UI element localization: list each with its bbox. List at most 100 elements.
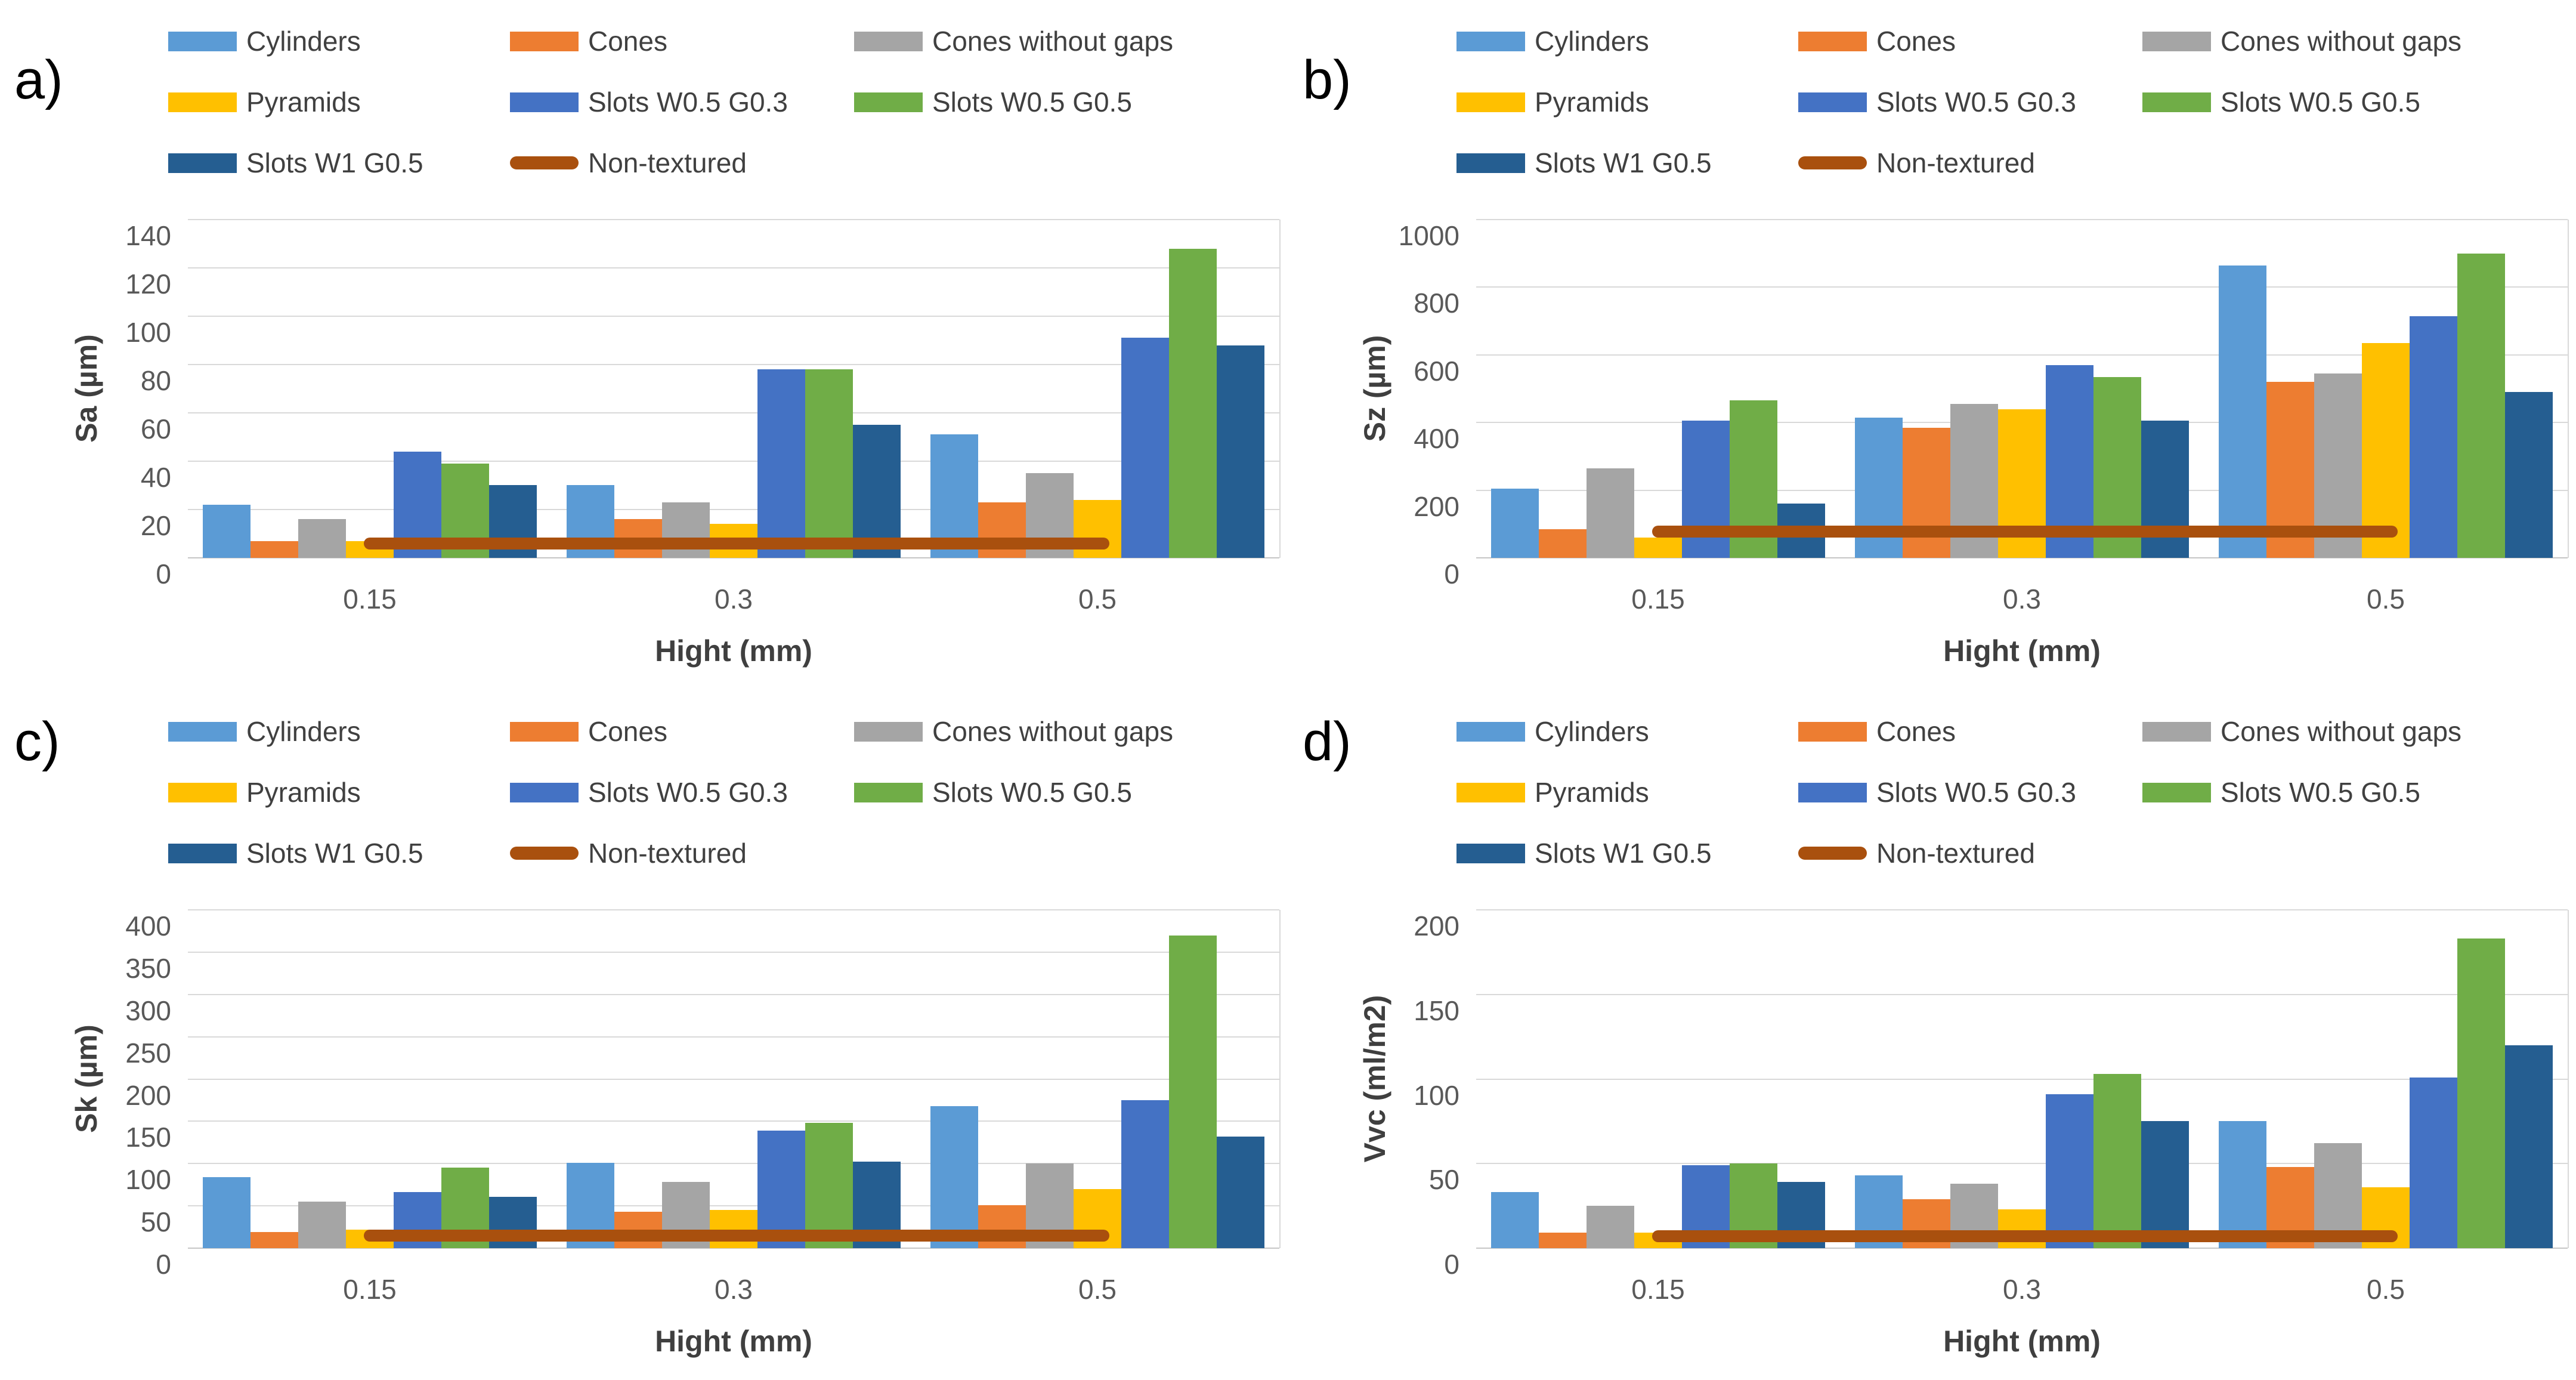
legend-item-non-textured: Non-textured — [1798, 147, 2142, 179]
legend-swatch-pyramids — [1456, 92, 1525, 112]
legend-swatch-cylinders — [1456, 31, 1525, 51]
legend-label-cones-without-gaps: Cones without gaps — [2221, 716, 2462, 747]
legend-label-slots-w0-5-g0-3: Slots W0.5 G0.3 — [588, 777, 788, 808]
chart-c: 0 50 100 150 200 250 300 350 400 0.15 0.3 0.5 — [125, 909, 1281, 1305]
x-tick-label-0.5: 0.5 — [2367, 1274, 2405, 1305]
x-tick-label-0.3: 0.3 — [715, 1274, 753, 1305]
gridline-150 — [188, 1120, 1279, 1122]
bar-pyramids-0.5 — [2362, 343, 2410, 558]
legend-swatch-cylinders — [168, 721, 237, 742]
legend-item-cones-without-gaps: Cones without gaps — [2142, 25, 2536, 57]
bar-cylinders-0.5 — [2219, 1121, 2266, 1248]
legend-label-slots-w0-5-g0-5: Slots W0.5 G0.5 — [932, 87, 1132, 118]
gridline-150 — [1476, 993, 2568, 995]
bar-cones-0.15 — [251, 1232, 298, 1248]
legend-label-slots-w0-5-g0-3: Slots W0.5 G0.3 — [1876, 87, 2076, 118]
bar-cylinders-0.5 — [930, 1106, 978, 1248]
legend-label-slots-w0-5-g0-3: Slots W0.5 G0.3 — [588, 87, 788, 118]
bar-cones-without-gaps-0.3 — [662, 502, 710, 558]
bar-slots-w0-5-g0-5-0.5 — [1169, 936, 1217, 1248]
bar-pyramids-0.3 — [1998, 1209, 2046, 1248]
panel-label-c: c) — [14, 711, 60, 772]
gridline-80 — [188, 364, 1279, 365]
y-axis-title-a: Sa (µm) — [70, 334, 103, 443]
legend-item-cylinders: Cylinders — [1456, 715, 1798, 748]
legend-swatch-cones-without-gaps — [2142, 721, 2211, 742]
legend-item-cones-without-gaps: Cones without gaps — [854, 715, 1248, 748]
legend-swatch-slots-w0-5-g0-3 — [1798, 782, 1867, 802]
gridline-100 — [188, 1163, 1279, 1165]
legend-b: Cylinders Cones Cones without gaps Pyramids… — [1456, 11, 2536, 193]
legend-swatch-cylinders — [1456, 721, 1525, 742]
legend-swatch-cones — [510, 31, 579, 51]
bar-cylinders-0.5 — [930, 434, 978, 558]
legend-swatch-pyramids — [168, 782, 237, 802]
legend-label-cylinders: Cylinders — [246, 716, 361, 747]
gridline-1000 — [1476, 219, 2568, 220]
legend-swatch-cylinders — [168, 31, 237, 51]
legend-line-swatch-non-textured — [1798, 156, 1867, 169]
x-tick-label-0.15: 0.15 — [343, 584, 397, 615]
x-axis-title-b: Hight (mm) — [1943, 634, 2101, 668]
legend-swatch-slots-w0-5-g0-5 — [854, 92, 923, 112]
gridline-50 — [1476, 1163, 2568, 1165]
legend-label-slots-w0-5-g0-5: Slots W0.5 G0.5 — [2221, 87, 2420, 118]
legend-d: Cylinders Cones Cones without gaps Pyramids… — [1456, 701, 2536, 884]
bar-cones-without-gaps-0.15 — [298, 1202, 346, 1248]
x-tick-label-0.15: 0.15 — [343, 1274, 397, 1305]
legend-swatch-slots-w0-5-g0-5 — [854, 782, 923, 802]
gridline-140 — [188, 219, 1279, 220]
x-tick-label-0.5: 0.5 — [1078, 1274, 1117, 1305]
bar-slots-w0-5-g0-3-0.5 — [1121, 338, 1169, 558]
legend-swatch-pyramids — [168, 92, 237, 112]
legend-label-slots-w0-5-g0-5: Slots W0.5 G0.5 — [2221, 777, 2420, 808]
legend-label-pyramids: Pyramids — [246, 87, 361, 118]
legend-item-cylinders: Cylinders — [168, 715, 510, 748]
bar-slots-w1-g0-5-0.5 — [2505, 1045, 2553, 1248]
legend-label-cones-without-gaps: Cones without gaps — [932, 716, 1174, 747]
chart-b: 0 200 400 600 800 1000 0.15 0.3 0.5 — [1399, 219, 2569, 615]
legend-item-slots-w0-5-g0-5: Slots W0.5 G0.5 — [2142, 776, 2536, 808]
legend-item-pyramids: Pyramids — [168, 86, 510, 118]
legend-swatch-slots-w0-5-g0-5 — [2142, 782, 2211, 802]
legend-swatch-cones-without-gaps — [854, 721, 923, 742]
bar-cones-without-gaps-0.15 — [298, 519, 346, 558]
legend-label-pyramids: Pyramids — [246, 777, 361, 808]
legend-swatch-cones-without-gaps — [2142, 31, 2211, 51]
legend-item-slots-w0-5-g0-3: Slots W0.5 G0.3 — [510, 776, 854, 808]
bar-cones-0.5 — [978, 1205, 1026, 1248]
legend-label-cones: Cones — [1876, 26, 1956, 57]
bar-cones-0.5 — [978, 502, 1026, 558]
legend-label-non-textured: Non-textured — [588, 147, 747, 178]
gridline-200 — [1476, 909, 2568, 910]
gridline-200 — [188, 1078, 1279, 1080]
legend-swatch-slots-w0-5-g0-3 — [1798, 92, 1867, 112]
bar-slots-w0-5-g0-3-0.5 — [2410, 1078, 2457, 1248]
bar-slots-w1-g0-5-0.5 — [1217, 1137, 1264, 1248]
gridline-400 — [188, 909, 1279, 910]
legend-swatch-cones — [1798, 31, 1867, 51]
gridline-300 — [188, 993, 1279, 995]
bar-slots-w1-g0-5-0.3 — [853, 425, 901, 558]
gridline-0 — [188, 557, 1279, 558]
legend-swatch-cones — [1798, 721, 1867, 742]
x-tick-label-0.3: 0.3 — [2003, 1274, 2041, 1305]
gridline-600 — [1476, 354, 2568, 356]
legend-label-cylinders: Cylinders — [1535, 716, 1649, 747]
legend-swatch-cones-without-gaps — [854, 31, 923, 51]
legend-swatch-slots-w1-g0-5 — [168, 153, 237, 173]
gridline-40 — [188, 461, 1279, 462]
legend-label-slots-w1-g0-5: Slots W1 G0.5 — [246, 147, 423, 178]
x-tick-label-0.15: 0.15 — [1631, 584, 1685, 615]
legend-item-cones: Cones — [1798, 25, 2142, 57]
legend-line-swatch-non-textured — [510, 847, 579, 860]
bar-cylinders-0.15 — [203, 505, 251, 558]
bar-slots-w1-g0-5-0.3 — [2141, 1121, 2189, 1248]
bar-slots-w1-g0-5-0.5 — [1217, 345, 1264, 558]
panel-c: c) Cylinders Cones Cones without gaps Pyram… — [0, 690, 1288, 1380]
legend-item-non-textured: Non-textured — [510, 837, 854, 869]
gridline-0 — [188, 1248, 1279, 1249]
legend-item-slots-w1-g0-5: Slots W1 G0.5 — [1456, 837, 1798, 869]
legend-item-slots-w0-5-g0-5: Slots W0.5 G0.5 — [854, 86, 1248, 118]
